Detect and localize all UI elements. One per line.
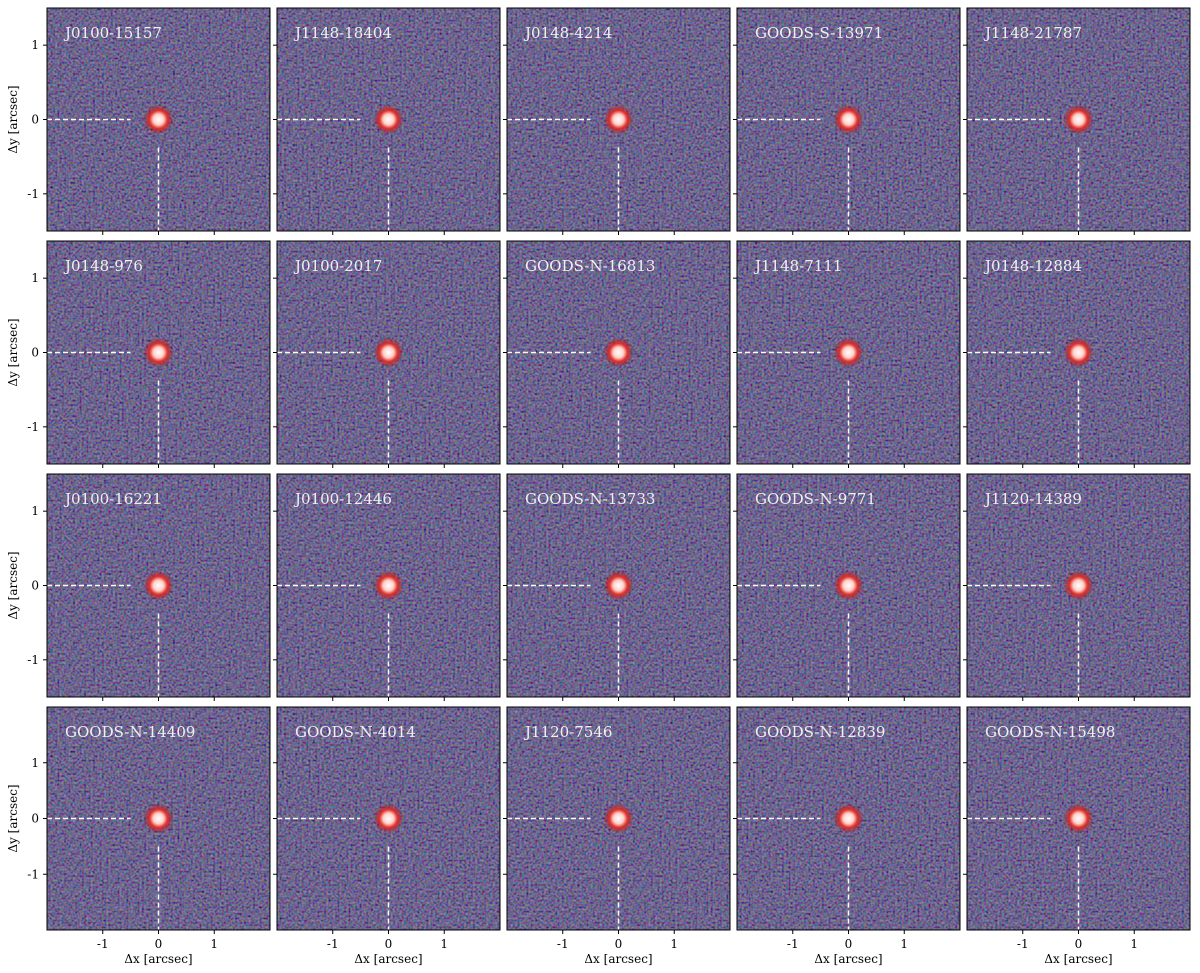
panel-label: GOODS-N-9771: [755, 490, 876, 508]
x-axis-label: Δx [arcsec]: [814, 952, 882, 966]
source: [1063, 337, 1094, 368]
x-tick-label: 1: [1130, 937, 1138, 951]
panel: J1120-14389: [963, 473, 1191, 701]
source: [833, 337, 864, 368]
x-tick-label: 0: [155, 937, 163, 951]
y-axis-label: Δy [arcsec]: [6, 551, 20, 619]
source: [143, 337, 174, 368]
panel-label: J0100-15157: [63, 24, 162, 42]
source: [1063, 104, 1094, 135]
panel-label: GOODS-N-12839: [755, 723, 885, 741]
x-tick-label: 1: [900, 937, 908, 951]
x-tick-label: 1: [210, 937, 218, 951]
panel: GOODS-N-13733: [503, 473, 731, 701]
y-tick-label: 1: [31, 271, 39, 285]
panel-label: J1148-21787: [983, 24, 1082, 42]
source: [1063, 570, 1094, 601]
source: [1063, 803, 1094, 834]
x-tick-label: 1: [440, 937, 448, 951]
x-tick-label: 0: [1075, 937, 1083, 951]
x-tick-label: 0: [615, 937, 623, 951]
panel: GOODS-S-13971: [733, 7, 961, 235]
panel: J0148-4214: [503, 7, 731, 235]
source: [833, 803, 864, 834]
source: [143, 803, 174, 834]
source: [833, 104, 864, 135]
panel-label: J0100-16221: [63, 490, 162, 508]
x-axis-label: Δx [arcsec]: [1044, 952, 1112, 966]
panel-label: J1148-18404: [293, 24, 392, 42]
panel-label: J1120-7546: [523, 723, 612, 741]
y-tick-label: 0: [31, 579, 39, 593]
x-axis-label: Δx [arcsec]: [124, 952, 192, 966]
panel: J1148-7111: [733, 240, 961, 468]
panel: GOODS-N-4014 -1 0 1 Δx [arcsec]: [273, 706, 501, 966]
source: [603, 803, 634, 834]
y-tick-label: -1: [27, 867, 39, 881]
x-tick-label: -1: [787, 937, 799, 951]
panel-label: GOODS-N-4014: [295, 723, 416, 741]
y-tick-label: 0: [31, 812, 39, 826]
source: [833, 570, 864, 601]
y-tick-label: -1: [27, 187, 39, 201]
panel: GOODS-N-12839 -1 0 1 Δx [arcsec]: [733, 706, 961, 966]
y-tick-label: 0: [31, 346, 39, 360]
panel: J0100-15157 -1 0 1: [27, 7, 271, 235]
panel-label: GOODS-S-13971: [755, 24, 883, 42]
panel: J1148-18404: [273, 7, 501, 235]
panel: GOODS-N-9771: [733, 473, 961, 701]
source: [603, 337, 634, 368]
source: [603, 570, 634, 601]
panel: J0148-12884: [963, 240, 1191, 468]
x-tick-label: -1: [1017, 937, 1029, 951]
y-tick-label: 0: [31, 113, 39, 127]
panel-label: J1148-7111: [753, 257, 842, 275]
y-tick-label: 1: [31, 756, 39, 770]
source: [603, 104, 634, 135]
source: [143, 570, 174, 601]
panel: GOODS-N-15498 -1 0 1 Δx [arcsec]: [963, 706, 1191, 966]
panel-label: J0148-976: [63, 257, 143, 275]
panel-label: GOODS-N-14409: [65, 723, 195, 741]
panel-label: J0148-12884: [983, 257, 1082, 275]
panel: J0148-976 -1 0 1: [27, 240, 271, 468]
y-axis-label: Δy [arcsec]: [6, 318, 20, 386]
panel: J0100-12446: [273, 473, 501, 701]
panel: J1148-21787: [963, 7, 1191, 235]
panel: J0100-2017: [273, 240, 501, 468]
x-tick-label: 0: [385, 937, 393, 951]
source: [373, 803, 404, 834]
panel: J1120-7546 -1 0 1 Δx [arcsec]: [503, 706, 731, 966]
panel-label: GOODS-N-16813: [525, 257, 655, 275]
panel-label: J0100-2017: [293, 257, 382, 275]
source: [373, 104, 404, 135]
x-axis-label: Δx [arcsec]: [354, 952, 422, 966]
source: [373, 570, 404, 601]
y-tick-label: -1: [27, 420, 39, 434]
panel-label: J1120-14389: [983, 490, 1082, 508]
panel-label: J0148-4214: [523, 24, 612, 42]
x-tick-label: -1: [97, 937, 109, 951]
x-tick-label: -1: [327, 937, 339, 951]
x-axis-label: Δx [arcsec]: [584, 952, 652, 966]
panel-label: GOODS-N-15498: [985, 723, 1115, 741]
source: [373, 337, 404, 368]
panel: GOODS-N-14409 -1 0 1 -1 0 1 Δx [arcsec]: [27, 706, 271, 966]
panel-label: J0100-12446: [293, 490, 392, 508]
y-axis-label: Δy [arcsec]: [6, 85, 20, 153]
panel: GOODS-N-16813: [503, 240, 731, 468]
x-tick-label: -1: [557, 937, 569, 951]
panel: J0100-16221 -1 0 1: [27, 473, 271, 701]
source: [143, 104, 174, 135]
x-tick-label: 1: [670, 937, 678, 951]
y-tick-label: 1: [31, 38, 39, 52]
y-axis-label: Δy [arcsec]: [6, 784, 20, 852]
y-tick-label: -1: [27, 653, 39, 667]
panel-label: GOODS-N-13733: [525, 490, 655, 508]
y-tick-label: 1: [31, 504, 39, 518]
x-tick-label: 0: [845, 937, 853, 951]
